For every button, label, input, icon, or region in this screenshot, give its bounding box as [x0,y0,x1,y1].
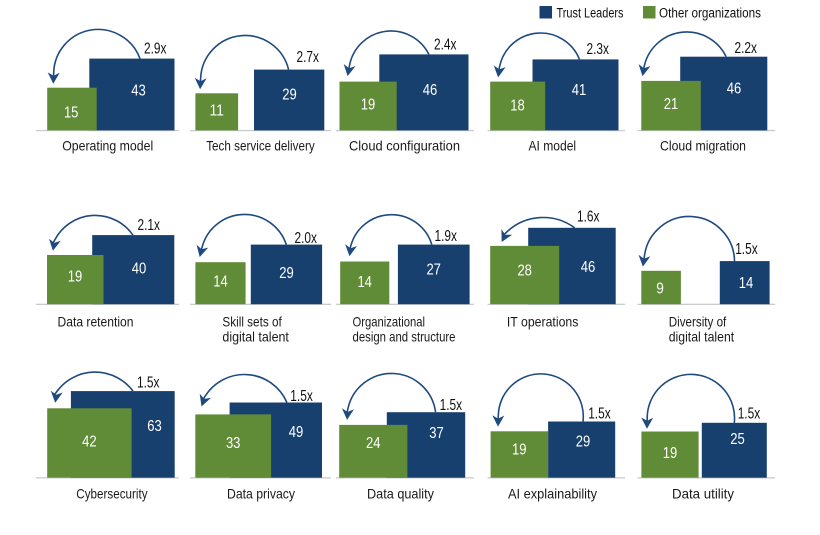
svg-text:2.9x: 2.9x [144,41,167,58]
svg-text:Data retention: Data retention [58,314,134,330]
svg-text:Other organizations: Other organizations [659,6,761,21]
svg-text:14: 14 [213,273,228,290]
svg-text:24: 24 [366,435,381,452]
svg-text:14: 14 [739,275,754,292]
svg-text:design and structure: design and structure [353,328,456,344]
svg-text:AI model: AI model [529,138,577,154]
svg-text:1.5x: 1.5x [290,388,313,405]
svg-text:Data utility: Data utility [672,485,734,501]
svg-text:28: 28 [517,262,532,279]
svg-text:IT operations: IT operations [507,314,579,330]
svg-text:Tech service delivery: Tech service delivery [206,138,315,154]
svg-text:1.5x: 1.5x [738,406,761,423]
svg-text:49: 49 [289,424,304,441]
svg-text:2.0x: 2.0x [295,230,318,247]
svg-text:Operating model: Operating model [62,138,153,154]
svg-text:41: 41 [572,82,587,99]
svg-text:2.3x: 2.3x [587,41,610,58]
svg-text:21: 21 [664,96,679,113]
svg-text:Organizational: Organizational [353,314,426,330]
svg-text:2.4x: 2.4x [434,37,457,54]
svg-text:11: 11 [209,102,224,119]
svg-text:19: 19 [512,441,527,458]
svg-text:63: 63 [147,418,162,435]
svg-text:1.5x: 1.5x [735,241,758,258]
svg-text:Cloud migration: Cloud migration [660,138,746,154]
svg-text:29: 29 [282,86,297,103]
svg-text:2.7x: 2.7x [297,49,320,66]
svg-text:digital talent: digital talent [669,328,735,344]
svg-text:Trust Leaders: Trust Leaders [557,6,624,21]
svg-text:digital talent: digital talent [222,328,289,344]
svg-text:43: 43 [131,82,146,99]
svg-text:25: 25 [730,431,745,448]
svg-text:37: 37 [429,425,444,442]
svg-text:33: 33 [226,435,241,452]
svg-text:19: 19 [68,268,83,285]
svg-text:2.1x: 2.1x [138,217,161,234]
svg-text:29: 29 [279,265,294,282]
svg-text:46: 46 [423,82,438,99]
svg-text:9: 9 [656,280,664,297]
svg-text:27: 27 [426,261,441,278]
svg-text:1.6x: 1.6x [577,209,600,226]
svg-text:1.5x: 1.5x [440,397,463,414]
svg-text:19: 19 [663,445,678,462]
svg-text:15: 15 [64,104,79,121]
svg-text:Data privacy: Data privacy [227,485,295,501]
svg-text:1.5x: 1.5x [588,406,611,423]
svg-text:14: 14 [357,274,372,291]
svg-text:Cloud configuration: Cloud configuration [349,138,460,154]
svg-text:29: 29 [576,433,591,450]
svg-text:1.9x: 1.9x [435,228,458,245]
svg-text:18: 18 [510,97,525,114]
svg-text:Data quality: Data quality [367,485,434,501]
svg-text:2.2x: 2.2x [735,40,758,57]
svg-text:46: 46 [727,81,742,98]
svg-text:Diversity of: Diversity of [669,314,727,330]
svg-text:AI explainability: AI explainability [508,485,597,501]
svg-text:1.5x: 1.5x [137,375,160,392]
svg-text:19: 19 [361,96,376,113]
svg-text:Skill sets of: Skill sets of [222,314,281,330]
svg-text:42: 42 [82,434,97,451]
svg-text:Cybersecurity: Cybersecurity [76,485,147,501]
svg-text:40: 40 [132,260,147,277]
svg-text:46: 46 [581,259,596,276]
